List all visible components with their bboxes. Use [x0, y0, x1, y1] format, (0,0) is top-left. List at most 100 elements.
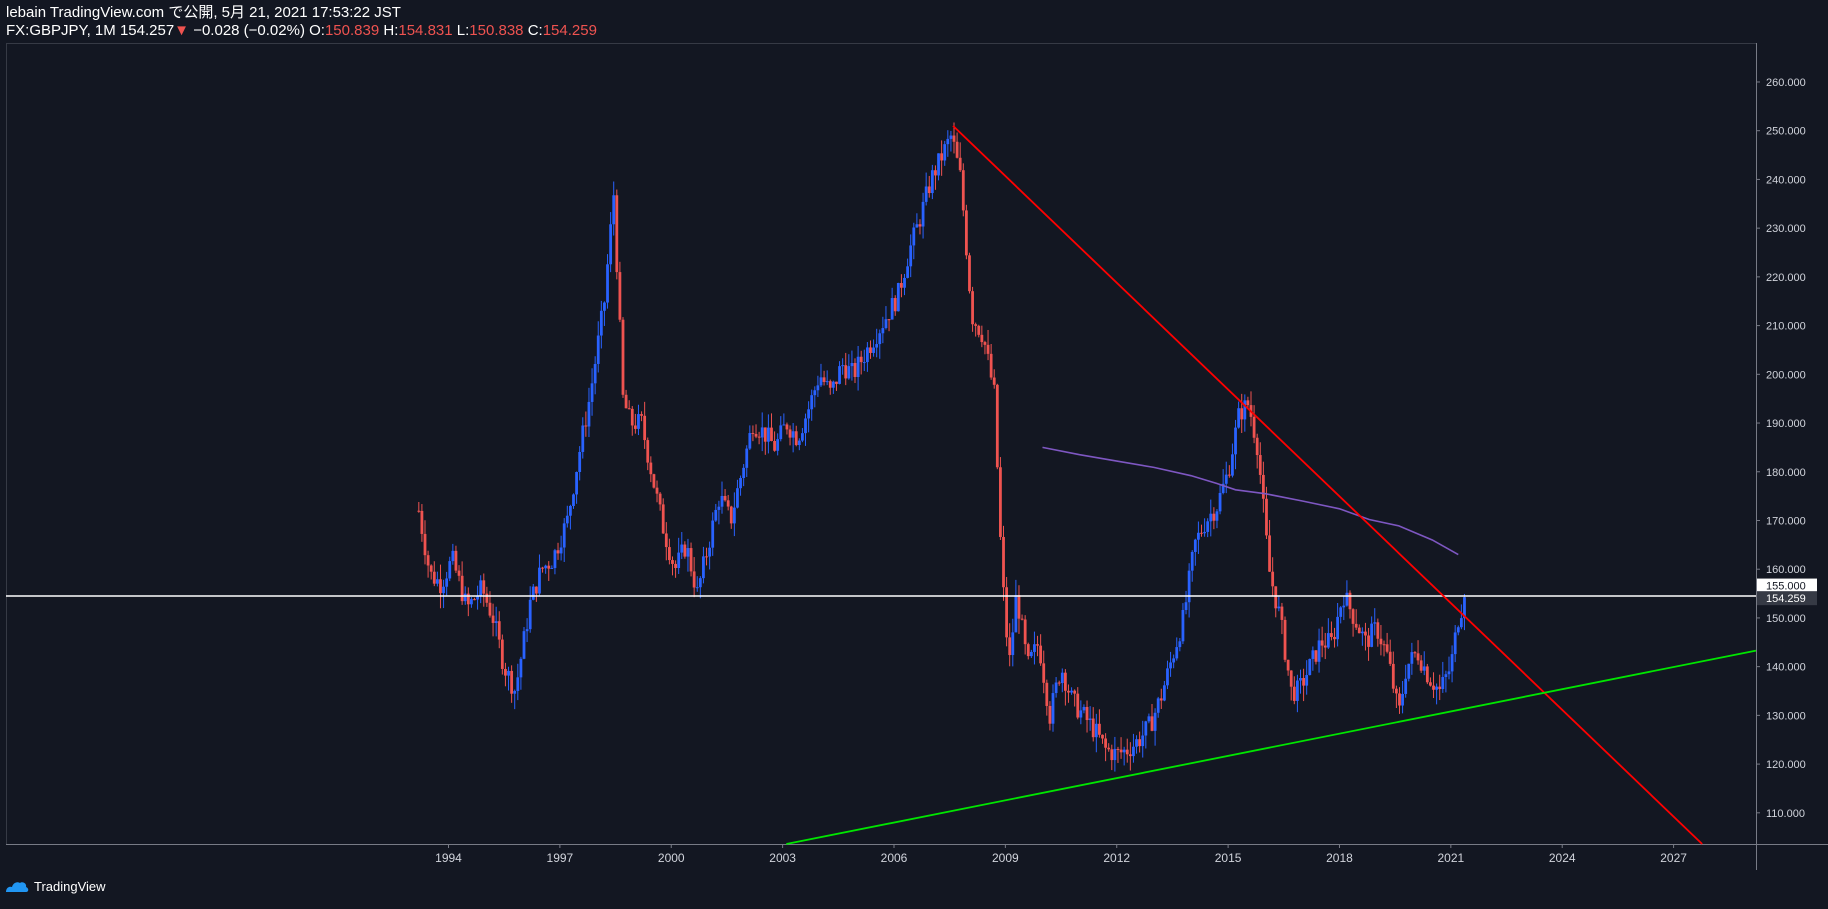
- moving-average-layer: [1042, 446, 1459, 556]
- x-tick-label: 2003: [769, 851, 796, 865]
- time-axis[interactable]: 1994 1997 2000 2003 2006 2009 2012 2015 2018 2021…: [435, 844, 1687, 865]
- candle-body: [714, 509, 718, 521]
- candle-body: [1283, 619, 1287, 660]
- candle-body: [596, 335, 600, 364]
- trendlines-layer: [6, 125, 1757, 845]
- candle-body: [794, 431, 798, 446]
- candle-body: [1054, 682, 1058, 694]
- candle-body: [1240, 408, 1244, 420]
- candle-body: [655, 487, 659, 494]
- candle-body: [439, 579, 442, 594]
- candle-body: [640, 414, 643, 416]
- candle-body: [1438, 686, 1442, 690]
- candle-body: [999, 467, 1002, 537]
- candle-body: [599, 310, 603, 336]
- candle-body: [497, 621, 501, 640]
- candle-body: [1094, 723, 1098, 738]
- candle-body: [1237, 408, 1241, 428]
- candle-body: [961, 170, 965, 211]
- candle-body: [1450, 654, 1454, 672]
- x-tick-label: 2027: [1660, 851, 1687, 865]
- candle-body: [637, 414, 640, 429]
- candle-body: [841, 365, 845, 367]
- candle-body: [544, 565, 548, 569]
- candle-body: [528, 599, 532, 630]
- price-change: −0.028 (−0.02%): [193, 22, 305, 39]
- candle-body: [1268, 535, 1271, 572]
- candle-body: [816, 385, 820, 391]
- candle-body: [1280, 606, 1284, 620]
- candle-body: [1008, 637, 1012, 656]
- last-price-tag: [1757, 591, 1817, 606]
- candle-body: [974, 324, 978, 326]
- candle-body: [606, 264, 609, 303]
- candle-body: [1221, 483, 1225, 493]
- candle-body: [850, 363, 854, 367]
- candle-body: [732, 507, 736, 524]
- candle-body: [702, 556, 705, 579]
- candle-body: [667, 547, 671, 561]
- candle-body: [1169, 662, 1172, 669]
- candle-body: [1407, 663, 1411, 679]
- candle-body: [1305, 675, 1309, 686]
- candle-body: [711, 520, 715, 548]
- candle-body: [853, 363, 857, 378]
- candle-body: [612, 195, 616, 225]
- candle-body: [1200, 532, 1203, 534]
- candle-body: [754, 433, 758, 437]
- candle-body: [1159, 698, 1163, 701]
- tradingview-footer[interactable]: TradingView: [4, 879, 106, 894]
- candle-body: [1175, 647, 1179, 659]
- candle-body: [1429, 682, 1432, 686]
- candle-body: [1441, 677, 1445, 690]
- candle-body: [1107, 747, 1111, 750]
- candle-body: [964, 210, 968, 256]
- candle-body: [862, 362, 866, 364]
- symbol-label[interactable]: FX:GBPJPY, 1M: [6, 22, 116, 39]
- price-axis[interactable]: 110.000 120.000 130.000 140.000 150.000 160.0…: [1756, 77, 1806, 820]
- candle-body: [1014, 595, 1018, 633]
- candle-body: [804, 418, 807, 434]
- open-label: O:: [309, 22, 325, 39]
- candle-body: [593, 363, 597, 384]
- candle-body: [1020, 618, 1024, 620]
- candle-body: [782, 424, 786, 426]
- candle-body: [949, 135, 953, 139]
- candle-body: [742, 467, 746, 478]
- candle-body: [435, 579, 439, 584]
- candle-body: [801, 433, 804, 441]
- candle-body: [1339, 607, 1343, 617]
- candle-body: [1193, 539, 1197, 552]
- candle-body: [726, 500, 730, 507]
- candle-body: [1379, 638, 1383, 645]
- candle-body: [426, 555, 430, 566]
- candle-body: [1203, 531, 1206, 534]
- candle-body: [575, 471, 578, 495]
- candle-body: [1367, 635, 1370, 647]
- candle-body: [525, 629, 529, 632]
- candle-body: [986, 344, 990, 354]
- candle-body: [624, 394, 628, 409]
- candle-body: [869, 347, 872, 353]
- candle-body: [1184, 602, 1188, 610]
- candle-body: [643, 415, 647, 441]
- candle-body: [992, 377, 996, 385]
- candle-body: [1153, 712, 1157, 731]
- candle-body: [1463, 597, 1466, 619]
- candle-body: [677, 552, 681, 569]
- candle-body: [661, 504, 665, 534]
- candle-body: [1243, 400, 1247, 420]
- candle-body: [906, 266, 910, 278]
- candle-body: [1036, 644, 1039, 646]
- y-tick-label: 140.000: [1766, 662, 1806, 674]
- candle-body: [519, 658, 523, 678]
- candle-body: [955, 141, 959, 158]
- candle-body: [977, 325, 981, 335]
- candle-body: [569, 505, 572, 516]
- candle-body: [1286, 659, 1290, 671]
- candle-body: [1364, 631, 1367, 636]
- candle-body: [1447, 671, 1451, 675]
- candle-body: [1029, 651, 1033, 657]
- candle-body: [445, 578, 449, 587]
